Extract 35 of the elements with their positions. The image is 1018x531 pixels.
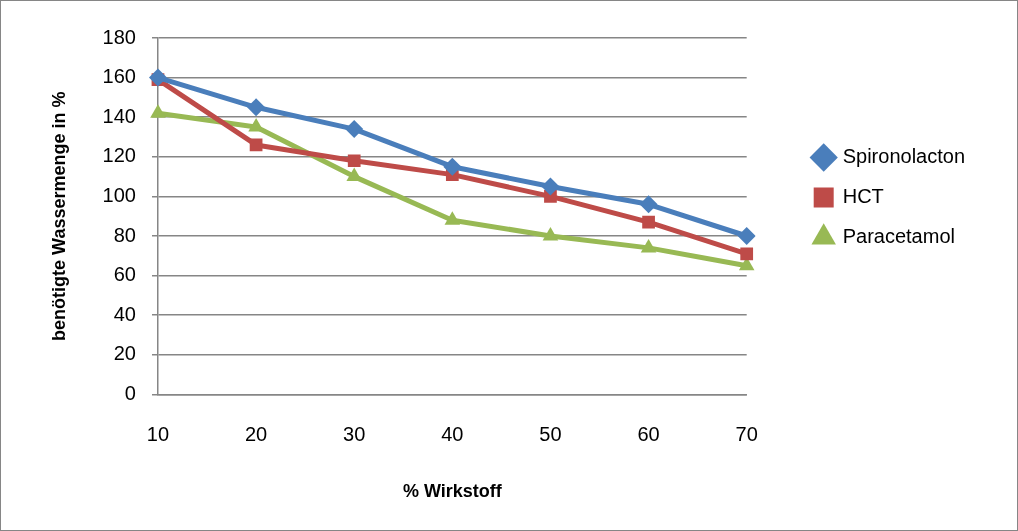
x-tick-label: 10 [146,422,170,445]
point [148,68,167,87]
legend-label: Paracetamol [842,225,955,248]
y-tick-label: 0 [124,381,136,404]
x-tick-label: 30 [343,422,366,445]
x-axis-title: % Wirkstoff [402,481,503,502]
point [541,177,560,196]
x-tick-label: 20 [244,422,268,445]
y-tick-label: 100 [102,183,136,206]
legend-label: HCT [842,185,884,208]
x-tick-label: 60 [637,422,660,445]
point [347,154,361,168]
y-tick-label: 20 [113,342,136,365]
y-tick-label: 80 [113,223,136,246]
x-tick-label: 70 [735,422,758,445]
y-axis-title: benötigte Wassermenge in % [48,91,69,341]
point [639,195,658,214]
y-tick-label: 140 [102,104,136,127]
y-tick-label: 180 [102,25,136,48]
point [737,227,756,245]
y-tick-label: 120 [102,144,136,167]
point [642,215,655,229]
x-tick-label: 40 [441,422,464,445]
point [542,227,559,241]
x-tick-label: 50 [539,422,562,445]
y-tick-label: 40 [113,302,136,325]
point [444,211,461,225]
point [345,120,364,139]
legend-label: Spironolacton [842,145,966,168]
y-tick-label: 60 [113,263,136,286]
point [740,247,754,261]
point [247,98,266,117]
y-tick-label: 160 [102,65,136,88]
point [443,157,462,176]
point [640,238,657,253]
